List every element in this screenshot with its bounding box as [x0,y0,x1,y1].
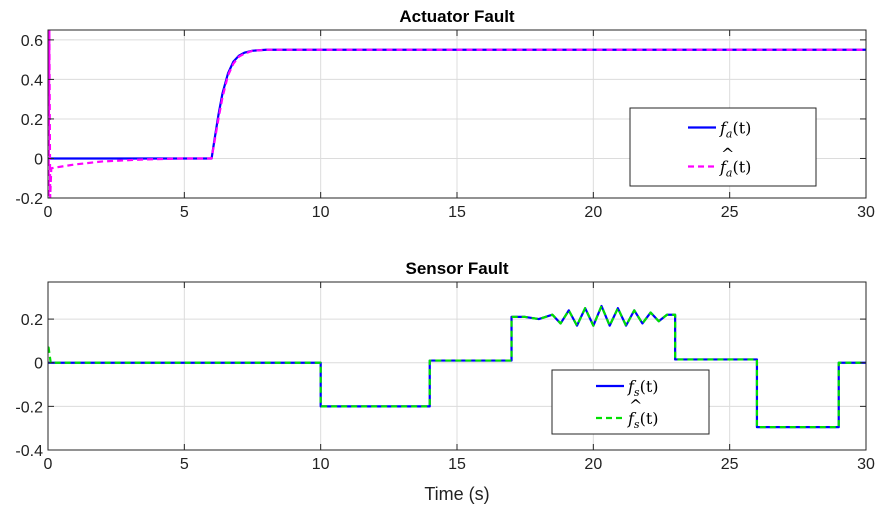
y-tick-label: -0.4 [15,443,43,460]
y-tick-label: 0.6 [21,33,43,50]
series-line-actual [48,304,866,429]
chart-1: 0 5 10 15 20 25 30 -0.4 -0.2 0 0.2 Sensor Fault Time… [15,259,875,504]
y-tick-label: 0.2 [21,312,43,329]
x-axis-label: Time (s) [424,484,489,504]
x-tick-label: 0 [44,204,53,221]
y-tick-label: 0 [34,356,43,373]
y-tick-label: 0.4 [21,72,43,89]
legend-label: fa(t) [719,158,751,180]
y-tick-label: 0 [34,151,43,168]
legend-label: fs(t) [627,409,659,431]
legend-label: fa(t) [719,119,751,141]
x-tick-label: 25 [721,204,739,221]
x-tick-label: 5 [180,456,189,473]
legend-label: fs(t) [627,377,659,399]
series-line-estimate [48,30,866,198]
series-line-estimate [48,304,866,429]
x-tick-label: 10 [312,204,330,221]
x-tick-label: 15 [448,456,466,473]
y-tick-label: 0.2 [21,112,43,129]
legend-box [551,369,710,435]
x-tick-label: 30 [857,456,875,473]
legend-box [629,107,817,187]
x-tick-label: 20 [584,456,602,473]
x-tick-label: 10 [312,456,330,473]
x-tick-label: 5 [180,204,189,221]
chart-title: Sensor Fault [406,259,509,278]
x-tick-label: 25 [721,456,739,473]
y-tick-label: -0.2 [15,191,43,208]
x-tick-label: 0 [44,456,53,473]
chart-title: Actuator Fault [399,7,515,26]
x-tick-label: 20 [584,204,602,221]
legend-hat: ^ [721,145,734,164]
legend: fs(t) fs(t)^ [551,369,710,435]
y-tick-label: -0.2 [15,399,43,416]
x-tick-label: 15 [448,204,466,221]
series-group [48,30,866,198]
series-group [48,304,866,429]
x-tick-label: 30 [857,204,875,221]
legend-hat: ^ [629,396,642,415]
legend: fa(t)fa(t)^ [629,107,817,187]
